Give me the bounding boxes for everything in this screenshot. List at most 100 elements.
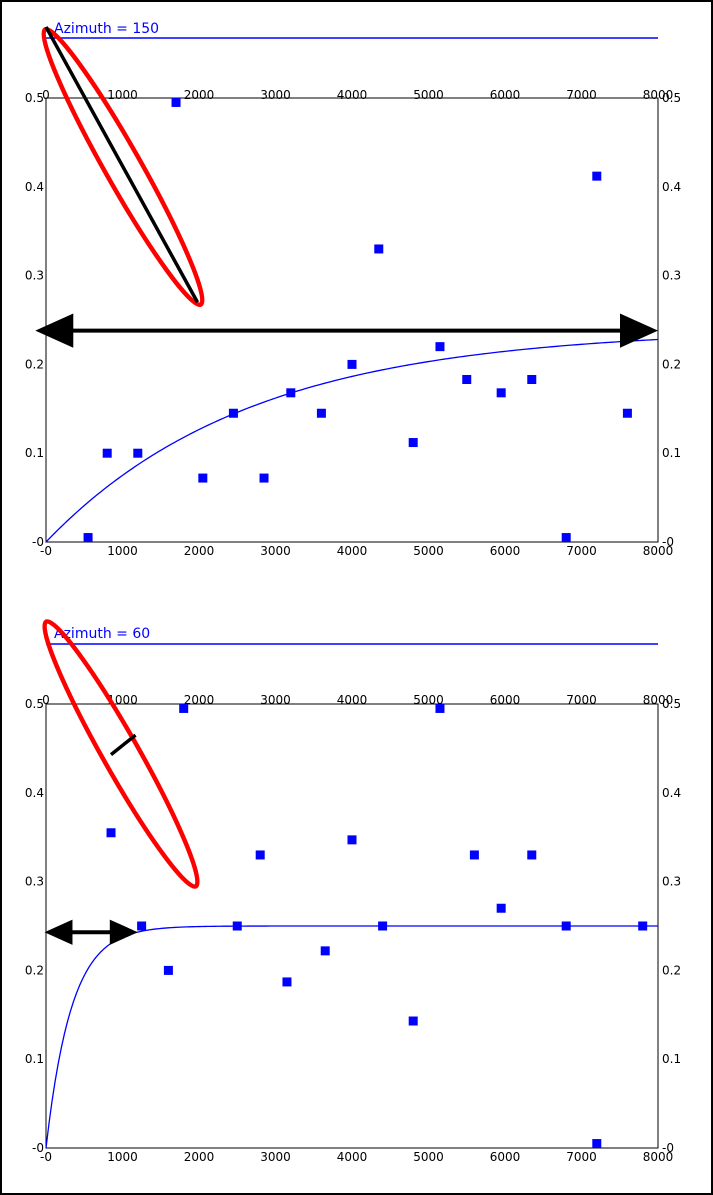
y-left-tick-label: 0.1	[25, 1052, 44, 1066]
y-right-tick-label: 0.3	[662, 875, 681, 889]
x-top-tick-label: 1000	[107, 693, 138, 707]
chart-title: Azimuth = 150	[54, 21, 159, 37]
data-point	[374, 244, 384, 254]
x-top-tick-label: 5000	[413, 693, 444, 707]
y-right-tick-label: -0	[662, 1141, 674, 1155]
data-point	[179, 703, 189, 713]
y-left-tick-label: 0.4	[25, 786, 44, 800]
y-left-tick-label: 0.2	[25, 357, 44, 371]
y-left-tick-label: 0.3	[25, 269, 44, 283]
y-left-tick-label: 0.5	[25, 91, 44, 105]
chart-panel-2: Azimuth = 60 0 1000 2000 3000 4000 5000 6000 700…	[25, 619, 681, 1164]
annotation-line	[109, 733, 137, 756]
annotation-arrowhead-left	[35, 313, 74, 348]
data-point	[435, 342, 445, 352]
x-top-tick-label: 0	[42, 693, 50, 707]
y-left-tick-label: 0.4	[25, 180, 44, 194]
y-right-tick-label: 0.1	[662, 1052, 681, 1066]
data-point	[102, 448, 112, 458]
model-curve	[45, 338, 659, 543]
x-top-tick-label: 7000	[566, 693, 597, 707]
data-point	[320, 946, 330, 956]
data-point	[408, 438, 418, 448]
x-top-tick-label: 2000	[184, 693, 215, 707]
y-right-tick-label: 0.4	[662, 180, 681, 194]
data-point	[378, 921, 388, 931]
data-point	[347, 835, 357, 845]
data-point	[83, 533, 93, 543]
x-top-tick-label: 8000	[643, 693, 674, 707]
data-point	[198, 473, 208, 483]
annotation-arrowhead-left	[44, 919, 73, 945]
x-top-tick-label: 3000	[260, 693, 291, 707]
y-right-tick-label: 0.2	[662, 357, 681, 371]
x-top-tick-label: 7000	[566, 88, 597, 102]
y-right-tick-label: 0.5	[662, 697, 681, 711]
x-bottom-tick-label: 3000	[260, 544, 291, 558]
annotation-arrowhead-right	[109, 919, 138, 945]
data-point	[527, 850, 537, 860]
y-right-tick-label: 0.5	[662, 91, 681, 105]
data-point	[622, 408, 632, 418]
x-bottom-tick-label: 3000	[260, 1150, 291, 1164]
y-left-tick-label: 0.1	[25, 446, 44, 460]
data-point	[435, 703, 445, 713]
x-bottom-tick-label: 2000	[184, 544, 215, 558]
data-point	[592, 1139, 602, 1149]
y-right-tick-label: 0.2	[662, 963, 681, 977]
y-left-tick-label: 0.5	[25, 697, 44, 711]
data-point	[592, 171, 602, 181]
data-point	[286, 388, 296, 398]
data-point	[408, 1016, 418, 1026]
data-point	[259, 473, 269, 483]
y-left-tick-label: -0	[32, 1141, 44, 1155]
y-right-tick-label: -0	[662, 535, 674, 549]
x-bottom-tick-label: 4000	[337, 1150, 368, 1164]
x-bottom-tick-label: 6000	[490, 544, 521, 558]
x-bottom-tick-label: 7000	[566, 544, 597, 558]
data-point	[282, 977, 292, 987]
x-bottom-tick-label: 4000	[337, 544, 368, 558]
y-right-tick-label: 0.1	[662, 446, 681, 460]
data-point	[316, 408, 326, 418]
data-point	[232, 921, 242, 931]
data-point	[561, 921, 571, 931]
plot-frame	[45, 97, 659, 543]
x-bottom-tick-label: 8000	[643, 1150, 674, 1164]
x-top-tick-label: 6000	[490, 88, 521, 102]
annotation-ellipse	[42, 619, 200, 889]
x-top-tick-label: 4000	[337, 88, 368, 102]
chart-panel-1: Azimuth = 150 0 1000 2000 3000 4000 5000 6000 70…	[25, 21, 681, 558]
data-point	[137, 921, 147, 931]
data-point	[133, 448, 143, 458]
data-point	[163, 965, 173, 975]
annotation-arrowhead-right	[620, 313, 658, 348]
chart-title: Azimuth = 60	[54, 626, 150, 642]
annotation-line	[44, 26, 200, 304]
data-point	[106, 828, 116, 838]
data-point	[561, 533, 571, 543]
x-bottom-tick-label: 5000	[413, 544, 444, 558]
y-right-tick-label: 0.3	[662, 269, 681, 283]
y-left-tick-label: -0	[32, 535, 44, 549]
x-top-tick-label: 5000	[413, 88, 444, 102]
model-curve	[45, 925, 658, 1149]
data-point	[638, 921, 648, 931]
x-bottom-tick-label: 6000	[490, 1150, 521, 1164]
x-top-tick-label: 2000	[184, 88, 215, 102]
x-bottom-tick-label: -0	[40, 1150, 52, 1164]
data-point	[228, 408, 238, 418]
x-top-tick-label: 1000	[107, 88, 138, 102]
x-bottom-tick-label: 2000	[184, 1150, 215, 1164]
data-point	[347, 359, 357, 369]
data-point	[171, 97, 181, 107]
x-top-tick-label: 0	[42, 88, 50, 102]
y-left-tick-label: 0.3	[25, 875, 44, 889]
x-bottom-tick-label: 5000	[413, 1150, 444, 1164]
data-point	[496, 388, 506, 398]
x-bottom-tick-label: 8000	[643, 544, 674, 558]
x-top-tick-label: 3000	[260, 88, 291, 102]
